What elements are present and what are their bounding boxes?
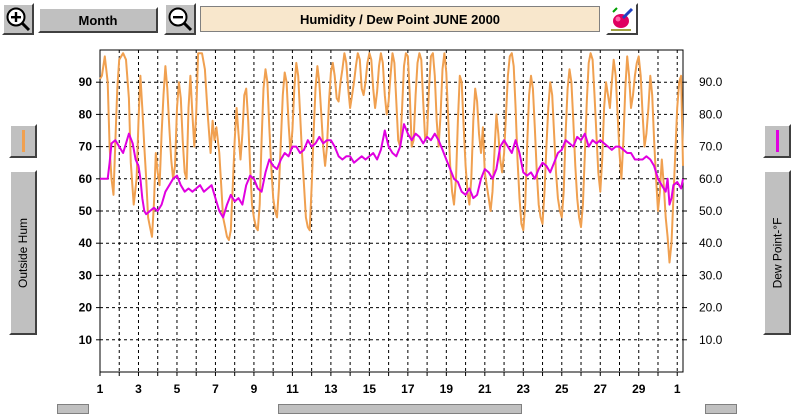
zoom-out-magnifier-icon: [168, 7, 193, 32]
x-tick-label: 13: [324, 382, 338, 396]
right-series-swatch: [775, 130, 779, 152]
x-tick-label: 21: [478, 382, 492, 396]
x-tick-label: 15: [363, 382, 377, 396]
x-tick-label: 1: [674, 382, 681, 396]
zoom-in-button[interactable]: [2, 3, 34, 35]
dew-point-line: [100, 123, 684, 219]
left-tick-label: 60: [79, 172, 93, 186]
right-series-color-button[interactable]: [763, 124, 791, 158]
right-tick-label: 20.0: [699, 301, 723, 315]
left-tick-label: 30: [79, 268, 93, 282]
scroll-left-button[interactable]: [57, 404, 89, 414]
x-tick-label: 5: [174, 382, 181, 396]
x-tick-label: 7: [212, 382, 219, 396]
x-tick-label: 1: [97, 382, 104, 396]
zoom-out-button[interactable]: [164, 3, 196, 35]
zoom-in-magnifier-icon: [6, 7, 31, 32]
x-tick-label: 11: [286, 382, 299, 396]
x-tick-label: 27: [594, 382, 608, 396]
chart-options-button[interactable]: [606, 3, 638, 35]
left-axis-series-button[interactable]: Outside Hum: [9, 170, 37, 335]
left-tick-label: 50: [79, 204, 93, 218]
right-tick-label: 80.0: [699, 107, 723, 121]
x-tick-label: 25: [555, 382, 569, 396]
scroll-right-button[interactable]: [705, 404, 737, 414]
x-tick-label: 9: [251, 382, 258, 396]
chart-title-text: Humidity / Dew Point JUNE 2000: [299, 11, 501, 27]
left-series-swatch: [21, 130, 25, 152]
left-tick-label: 70: [79, 140, 93, 154]
right-tick-label: 10.0: [699, 333, 723, 347]
left-tick-label: 40: [79, 236, 93, 250]
horizontal-scrollbar[interactable]: [278, 404, 522, 414]
period-button-label: Month: [78, 12, 118, 28]
right-tick-label: 90.0: [699, 75, 723, 89]
left-tick-label: 20: [79, 301, 93, 315]
pen-chart-icon: [611, 7, 634, 31]
x-tick-label: 3: [135, 382, 142, 396]
left-tick-label: 10: [79, 333, 93, 347]
right-tick-label: 30.0: [699, 268, 723, 282]
right-tick-label: 50.0: [699, 204, 723, 218]
left-tick-label: 80: [79, 107, 93, 121]
x-tick-label: 23: [517, 382, 531, 396]
right-tick-label: 60.0: [699, 172, 723, 186]
period-button[interactable]: Month: [38, 7, 158, 33]
right-axis-series-button[interactable]: Dew Point-°F: [763, 170, 791, 335]
right-tick-label: 40.0: [699, 236, 723, 250]
chart-title: Humidity / Dew Point JUNE 2000: [200, 6, 600, 32]
left-series-color-button[interactable]: [9, 124, 37, 158]
x-tick-label: 19: [440, 382, 454, 396]
right-tick-label: 70.0: [699, 140, 723, 154]
left-tick-label: 90: [79, 75, 93, 89]
humidity-line: [99, 52, 684, 264]
x-tick-label: 29: [632, 382, 646, 396]
x-tick-label: 17: [401, 382, 415, 396]
